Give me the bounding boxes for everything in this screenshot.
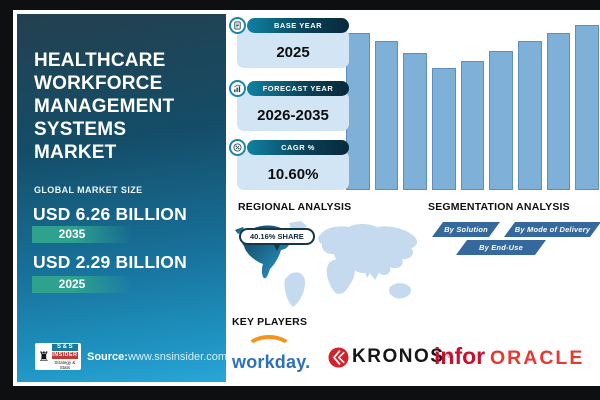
document-report-icon <box>229 17 246 34</box>
chart-bar <box>374 41 399 190</box>
chart-bar <box>546 33 571 190</box>
sns-logo-tower-icon: ♜ <box>38 349 50 364</box>
title-line: WORKFORCE <box>34 72 163 94</box>
left-panel: HEALTHCARE WORKFORCE MANAGEMENT SYSTEMS … <box>17 14 227 382</box>
stat-card-base-year: BASE YEAR 2025 <box>229 17 355 69</box>
page-title: HEALTHCARE WORKFORCE MANAGEMENT SYSTEMS … <box>34 49 174 164</box>
chart-bar <box>518 41 542 190</box>
segment-button-mode-of-delivery[interactable]: By Mode of Delivery <box>504 222 600 237</box>
sns-insider-logo: ♜ S & S INSIDER Strategy & Stats <box>35 343 81 370</box>
source-url: www.snsinsider.com <box>127 350 228 363</box>
projected-year-badge: 2035 <box>32 226 132 243</box>
continent-australia <box>388 283 412 299</box>
sns-logo-line3: Strategy & Stats <box>54 359 76 370</box>
title-line: HEALTHCARE <box>34 49 166 71</box>
source-link[interactable]: Source:www.snsinsider.com <box>87 351 227 363</box>
stat-card-cagr: CAGR % 10.60% <box>229 139 355 191</box>
title-line: MANAGEMENT <box>34 95 175 117</box>
title-line: SYSTEMS <box>34 118 127 140</box>
stat-value: 2026-2035 <box>237 92 349 131</box>
sns-logo-line2: INSIDER <box>51 351 78 359</box>
workday-arc-icon <box>245 335 293 365</box>
stat-value: 2025 <box>237 29 349 68</box>
infor-logo[interactable]: infor <box>434 343 486 369</box>
source-row: ♜ S & S INSIDER Strategy & Stats Source:… <box>35 343 227 370</box>
stat-value: 10.60% <box>237 151 349 190</box>
stat-label: FORECAST YEAR <box>247 81 349 96</box>
global-market-size-label: GLOBAL MARKET SIZE <box>34 185 143 195</box>
stat-card-forecast-year: FORECAST YEAR 2026-2035 <box>229 80 355 132</box>
regional-share-badge: 40.16% SHARE <box>239 228 315 251</box>
chart-bar <box>489 51 514 190</box>
growth-bar-chart <box>346 25 600 190</box>
regional-analysis-heading: REGIONAL ANALYSIS <box>238 201 352 213</box>
title-line: MARKET <box>34 141 117 163</box>
continent-africa <box>326 259 355 294</box>
sns-logo-line1: S & S <box>51 343 78 351</box>
projected-market-value: USD 6.26 BILLION <box>33 204 187 224</box>
percent-globe-icon <box>229 139 246 156</box>
source-label: Source: <box>87 350 128 363</box>
bar-chart-growth-icon <box>229 80 246 97</box>
kronos-wordmark: KRONOS <box>352 346 445 367</box>
stat-label: CAGR % <box>247 140 349 155</box>
kronos-logo[interactable]: KRONOS ® <box>328 346 452 368</box>
base-market-value: USD 2.29 BILLION <box>33 252 187 272</box>
segmentation-analysis-heading: SEGMENTATION ANALYSIS <box>428 201 570 213</box>
base-year-badge: 2025 <box>32 276 132 293</box>
oracle-logo[interactable]: ORACLE <box>490 347 585 369</box>
stat-label: BASE YEAR <box>247 18 349 33</box>
chart-bar <box>575 25 600 190</box>
segment-button-end-use[interactable]: By End-Use <box>456 240 546 255</box>
kronos-registered-mark: ® <box>447 354 452 360</box>
workday-wordmark: workday. <box>232 352 311 372</box>
key-players-heading: KEY PLAYERS <box>232 316 308 328</box>
continent-india <box>363 265 374 278</box>
continent-south-america <box>284 272 305 307</box>
chart-bar <box>346 33 370 190</box>
continent-eurasia <box>318 224 417 280</box>
segment-button-solution[interactable]: By Solution <box>432 222 500 237</box>
chart-bar <box>460 61 485 190</box>
workday-logo[interactable]: workday. <box>232 335 328 373</box>
chart-bar <box>432 68 456 190</box>
chart-bar <box>403 53 428 190</box>
kronos-globe-icon <box>328 347 349 367</box>
content-area: HEALTHCARE WORKFORCE MANAGEMENT SYSTEMS … <box>13 10 600 386</box>
